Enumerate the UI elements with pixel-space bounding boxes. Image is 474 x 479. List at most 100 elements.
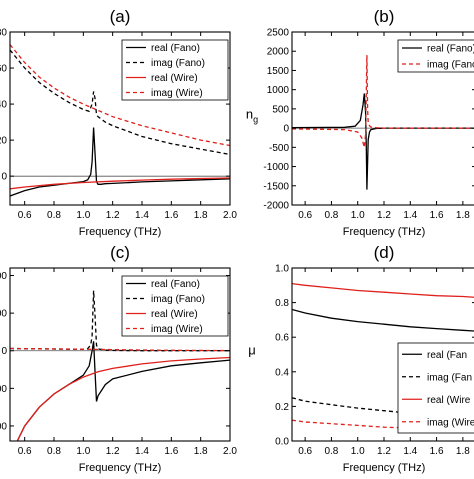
series-line-3	[10, 347, 230, 352]
x-tick-label: 1.8	[194, 446, 208, 457]
y-tick-label: 80	[0, 28, 7, 39]
y-tick-label: 2500	[267, 28, 290, 39]
x-tick-label: 1.0	[351, 210, 365, 221]
y-tick-label: 000	[0, 384, 7, 395]
y-tick-label: -500	[269, 143, 289, 154]
x-tick-label: 0.6	[298, 446, 312, 457]
legend-box	[397, 39, 474, 73]
x-tick-label: 1.0	[351, 446, 365, 457]
series-line-3	[10, 44, 230, 147]
legend-label: real (Fan	[427, 350, 467, 361]
legend-label: imag (Fano)	[427, 60, 474, 71]
y-tick-label: 000	[0, 309, 7, 320]
y-tick-label: 0.4	[275, 367, 289, 378]
x-tick-label: 1.6	[430, 210, 444, 221]
y-tick-label: 2000	[267, 47, 290, 58]
x-tick-label: 0.8	[324, 446, 338, 457]
x-axis-label: Frequency (THz)	[343, 226, 426, 238]
x-axis-label: Frequency (THz)	[79, 226, 162, 238]
panel-title: (a)	[110, 7, 131, 26]
x-tick-label: 1.4	[135, 446, 149, 457]
panel-b: (b) 0.6 0.8 1.0 1.2 1.4 1.6 1.8 -2000 -1500 -1000 -…	[246, 7, 474, 238]
series-line-0	[292, 93, 474, 190]
y-tick-label: 0	[1, 172, 7, 183]
series-line-1	[292, 55, 474, 148]
y-tick-label: 000	[0, 271, 7, 282]
legend-label: imag (Fano)	[151, 58, 205, 69]
x-tick-label: 1.0	[76, 210, 90, 221]
x-tick-label: 1.8	[456, 210, 470, 221]
legend-label: real (Fano)	[427, 44, 474, 55]
x-tick-label: 1.6	[164, 446, 178, 457]
y-tick-label: 0.8	[275, 298, 289, 309]
y-tick-label: -2000	[263, 201, 289, 212]
legend-label: real (Wire)	[151, 73, 198, 84]
legend: real (Fano) imag (Fano) real (Wire) imag (W…	[121, 39, 229, 101]
panel-a: (a) 0.6 0.8 1.0 1.2 1.4 1.6 1.8 2.0 0 20 40 60 80 Freq…	[0, 7, 237, 238]
x-tick-label: 0.6	[18, 210, 32, 221]
x-tick-label: 0.6	[298, 210, 312, 221]
x-axis-label: Frequency (THz)	[79, 462, 162, 474]
legend-label: imag (Wire)	[151, 324, 203, 335]
series-group	[10, 290, 230, 441]
x-tick-label: 1.2	[106, 446, 120, 457]
x-tick-label: 1.2	[106, 210, 120, 221]
y-tick-label: 000	[0, 421, 7, 432]
legend: real (Fano) imag (Fano) real (Wire) imag (W…	[121, 275, 229, 337]
legend-label: real (Fano)	[151, 279, 200, 290]
x-tick-label: 2.0	[223, 446, 237, 457]
panel-title: (c)	[110, 243, 130, 262]
series-group	[292, 55, 474, 190]
series-line-1	[10, 290, 230, 352]
legend-label: imag (Fano)	[151, 294, 205, 305]
x-tick-label: 1.8	[194, 210, 208, 221]
x-tick-label: 1.6	[164, 210, 178, 221]
series-line-0	[16, 341, 230, 441]
legend-label: imag (Fan	[427, 372, 472, 383]
x-tick-label: 1.0	[76, 446, 90, 457]
plot-frame	[9, 267, 231, 442]
legend-label: real (Fano)	[151, 43, 200, 54]
x-tick-label: 0.8	[47, 210, 61, 221]
x-tick-label: 1.2	[377, 446, 391, 457]
x-tick-label: 0.6	[18, 446, 32, 457]
x-tick-label: 1.8	[456, 446, 470, 457]
y-tick-label: -1500	[263, 181, 289, 192]
y-tick-label: -1000	[263, 162, 289, 173]
y-tick-label: 20	[0, 136, 7, 147]
y-tick-label: 0	[283, 124, 289, 135]
x-tick-label: 0.8	[324, 210, 338, 221]
panel-d: (d) 0.6 0.8 1.0 1.2 1.4 1.6 1.8 0.0 0.2 0.4 0.6 0.8 1…	[248, 243, 474, 474]
series-line-2	[16, 356, 230, 441]
y-tick-label: 1.0	[275, 264, 289, 275]
legend-box	[121, 275, 229, 337]
y-axis-label: ng	[246, 107, 258, 125]
y-tick-label: 60	[0, 64, 7, 75]
y-tick-label: 1000	[267, 85, 290, 96]
y-tick-label: 500	[272, 104, 289, 115]
panel-c: (c)0.60.81.01.21.41.61.82.00000000000000…	[0, 243, 237, 474]
y-tick-label: 0.2	[275, 402, 289, 413]
series-line-0	[292, 308, 474, 332]
legend-label: real (Wire	[427, 395, 471, 406]
x-tick-label: 1.4	[403, 446, 417, 457]
x-tick-label: 1.4	[403, 210, 417, 221]
y-tick-label: 0	[1, 346, 7, 357]
legend-box	[397, 342, 474, 434]
legend-label: imag (Wire)	[151, 88, 203, 99]
x-tick-label: 2.0	[223, 210, 237, 221]
x-tick-label: 1.6	[430, 446, 444, 457]
y-tick-label: 1500	[267, 66, 290, 77]
legend: real (Fan imag (Fan real (Wire imag (Wire	[397, 342, 474, 434]
y-axis-label: μ	[248, 343, 256, 358]
legend-label: imag (Wire	[427, 417, 474, 428]
x-tick-label: 1.4	[135, 210, 149, 221]
series-line-2	[10, 177, 230, 190]
panel-title: (d)	[374, 243, 395, 262]
x-tick-label: 0.8	[47, 446, 61, 457]
legend-label: real (Wire)	[151, 309, 198, 320]
y-tick-label: 40	[0, 100, 7, 111]
series-group	[10, 44, 230, 197]
